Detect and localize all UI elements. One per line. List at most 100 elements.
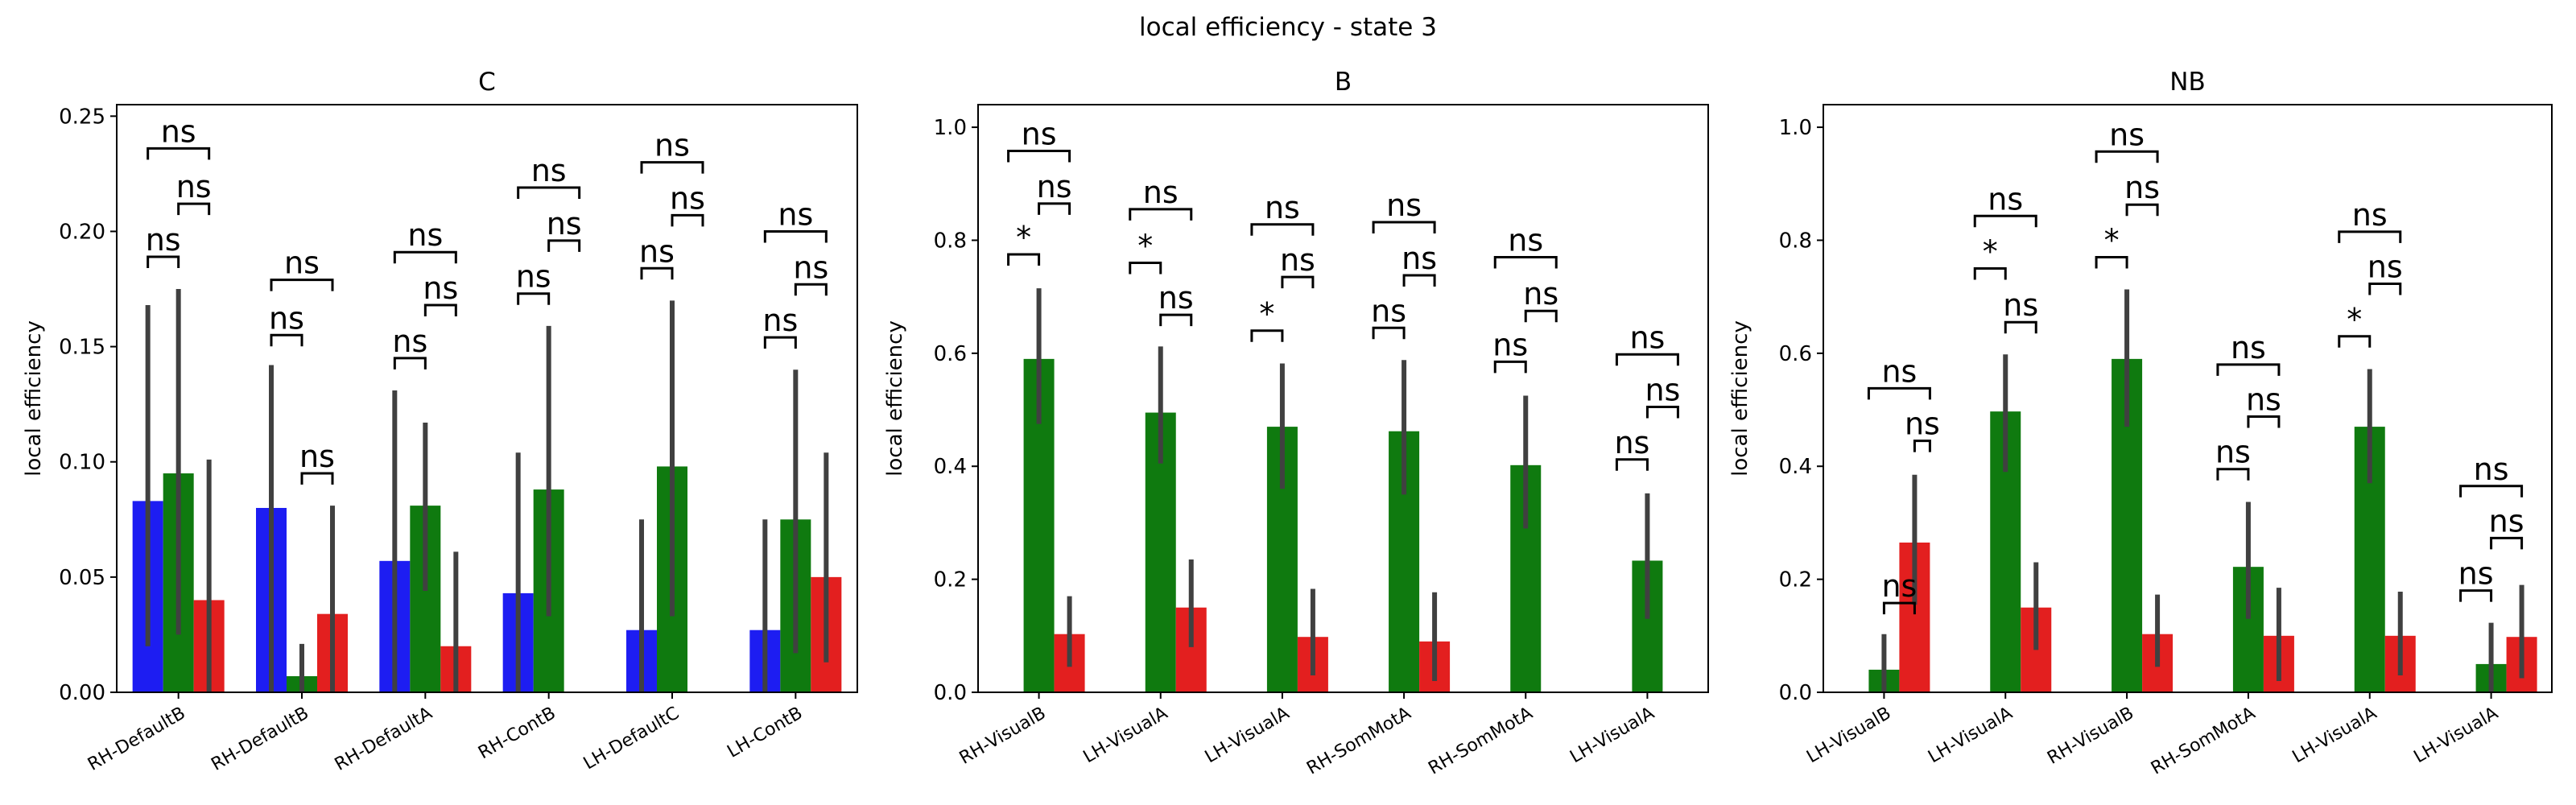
significance-bracket bbox=[1250, 223, 1315, 236]
significance-bracket bbox=[517, 292, 551, 305]
chart-panel-b: 0.0 0.2 0.4 0.6 0.8 1.0 RH-VisualB LH-VisualA LH… bbox=[883, 68, 1709, 779]
y-axis-label: local efficiency bbox=[1728, 320, 1752, 477]
significance-bracket bbox=[1402, 274, 1436, 287]
chart-panel-nb: 0.0 0.2 0.4 0.6 0.8 1.0 LH-VisualB LH-VisualA RH… bbox=[1728, 68, 2553, 779]
significance-label: ns bbox=[161, 114, 196, 149]
significance-label: ns bbox=[1143, 175, 1179, 210]
significance-bracket bbox=[640, 266, 674, 280]
significance-bracket bbox=[2095, 150, 2159, 163]
x-tick-label: RH-DefaultB bbox=[208, 704, 312, 775]
x-tick-label: RH-VisualB bbox=[2044, 704, 2137, 769]
significance-label: ns bbox=[2474, 452, 2509, 487]
y-tick-label: 0.8 bbox=[1779, 229, 1812, 253]
significance-bracket bbox=[393, 357, 427, 369]
significance-label: ns bbox=[654, 128, 690, 163]
significance-bracket bbox=[2368, 283, 2402, 295]
y-tick-label: 0.4 bbox=[1779, 455, 1812, 479]
significance-label: ns bbox=[1265, 190, 1300, 225]
significance-bracket bbox=[177, 202, 211, 216]
significance-label: ns bbox=[1523, 276, 1558, 312]
significance-label: ns bbox=[2124, 170, 2160, 205]
significance-label: ns bbox=[1371, 293, 1406, 328]
significance-label: * bbox=[1983, 234, 1998, 270]
significance-label: ns bbox=[269, 300, 304, 336]
significance-bracket bbox=[1615, 458, 1649, 471]
significance-label: ns bbox=[2231, 330, 2266, 365]
x-tick-label: LH-DefaultC bbox=[580, 704, 683, 774]
significance-bracket bbox=[2216, 468, 2250, 481]
significance-label: * bbox=[1137, 229, 1153, 264]
significance-label: ns bbox=[1386, 188, 1422, 223]
significance-bracket bbox=[1913, 440, 1931, 452]
figure-title: local efficiency - state 3 bbox=[1139, 13, 1437, 42]
panels: 0.00 0.05 0.10 0.15 0.20 0.25 RH-DefaultB RH-De… bbox=[22, 68, 2553, 779]
significance-label: ns bbox=[762, 303, 798, 338]
y-tick-label: 0.6 bbox=[934, 342, 967, 366]
significance-label: ns bbox=[146, 222, 181, 258]
significance-bracket bbox=[2338, 230, 2402, 243]
significance-label: ns bbox=[1037, 169, 1072, 204]
y-tick-label: 0.15 bbox=[59, 336, 105, 360]
plot-frame bbox=[1823, 104, 2553, 693]
significance-bracket bbox=[2216, 363, 2281, 376]
significance-bracket bbox=[147, 147, 211, 160]
significance-label: ns bbox=[639, 233, 675, 269]
y-tick-label: 1.0 bbox=[1779, 116, 1812, 140]
significance-label: ns bbox=[2109, 117, 2145, 152]
significance-bracket bbox=[2338, 335, 2372, 348]
significance-label: ns bbox=[284, 246, 320, 281]
significance-label: * bbox=[1259, 296, 1274, 332]
significance-bracket bbox=[1973, 214, 2037, 228]
significance-bracket bbox=[1372, 221, 1436, 233]
significance-bracket bbox=[1250, 329, 1284, 342]
x-tick-label: RH-VisualB bbox=[956, 704, 1050, 769]
significance-label: ns bbox=[1645, 373, 1680, 408]
x-tick-label: LH-VisualA bbox=[2289, 704, 2380, 768]
x-tick-label: RH-ContB bbox=[475, 704, 559, 764]
significance-label: ns bbox=[407, 217, 443, 253]
significance-label: ns bbox=[670, 180, 705, 216]
significance-label: ns bbox=[2458, 556, 2494, 592]
significance-bracket bbox=[1129, 262, 1162, 275]
significance-bracket bbox=[671, 213, 704, 227]
y-tick-label: 0.05 bbox=[59, 566, 105, 590]
y-tick-label: 1.0 bbox=[934, 116, 967, 140]
significance-bracket bbox=[1973, 267, 2007, 280]
significance-label: ns bbox=[516, 259, 551, 295]
significance-label: ns bbox=[1158, 280, 1194, 316]
significance-label: ns bbox=[392, 324, 427, 359]
significance-bracket bbox=[763, 229, 828, 243]
significance-bracket bbox=[1493, 256, 1558, 269]
y-tick-label: 0.8 bbox=[934, 229, 967, 253]
significance-bracket bbox=[547, 239, 581, 252]
significance-label: ns bbox=[1402, 241, 1437, 276]
significance-label: ns bbox=[2352, 197, 2388, 233]
chart-panel-c: 0.00 0.05 0.10 0.15 0.20 0.25 RH-DefaultB RH-De… bbox=[22, 68, 858, 775]
x-tick-label: LH-VisualA bbox=[1202, 704, 1293, 768]
y-tick-label: 0.4 bbox=[934, 455, 967, 479]
significance-label: ns bbox=[1881, 353, 1917, 389]
significance-bracket bbox=[794, 283, 828, 296]
x-tick-label: RH-DefaultB bbox=[85, 704, 189, 775]
x-tick-label: LH-ContB bbox=[724, 704, 806, 762]
significance-bracket bbox=[1038, 202, 1071, 215]
significance-label: ns bbox=[1905, 407, 1940, 442]
significance-bracket bbox=[640, 161, 704, 174]
significance-bracket bbox=[517, 186, 581, 200]
y-tick-label: 0.20 bbox=[59, 220, 105, 244]
significance-bracket bbox=[1493, 360, 1527, 374]
significance-label: ns bbox=[176, 169, 212, 204]
significance-label: ns bbox=[2368, 250, 2403, 285]
significance-bracket bbox=[2125, 203, 2159, 217]
x-tick-label: LH-VisualB bbox=[1803, 704, 1894, 768]
significance-bracket bbox=[1645, 406, 1679, 419]
significance-label: ns bbox=[2489, 503, 2524, 539]
significance-label: ns bbox=[1022, 117, 1057, 152]
significance-label: ns bbox=[793, 250, 828, 285]
y-tick-label: 0.00 bbox=[59, 681, 105, 705]
significance-bracket bbox=[1007, 253, 1041, 266]
significance-bracket bbox=[2459, 589, 2493, 602]
significance-label: * bbox=[2104, 223, 2120, 258]
y-tick-label: 0.10 bbox=[59, 451, 105, 475]
significance-bracket bbox=[2247, 415, 2281, 428]
